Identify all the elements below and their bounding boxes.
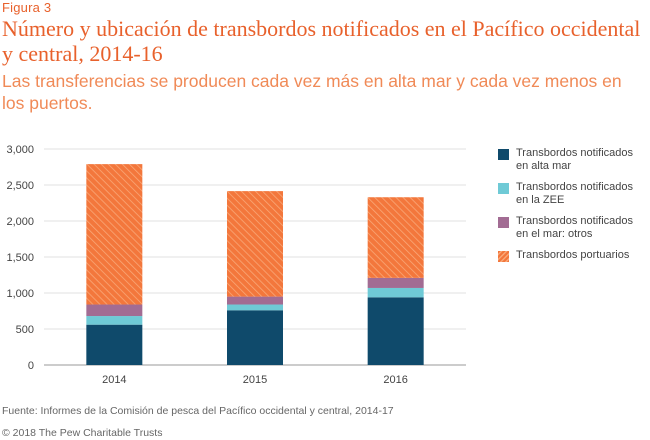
bar-segment-2015-1 (227, 304, 283, 311)
y-tick-label: 2,500 (6, 180, 34, 192)
bar-segment-2014-0 (86, 324, 143, 365)
figure-label: Figura 3 (2, 0, 52, 15)
legend-label-zee-line-2: en la ZEE (516, 194, 565, 206)
legend-label-alta-mar-line-1: Transbordos notificados (516, 147, 633, 159)
y-tick-label: 1,000 (6, 288, 34, 300)
legend-label-alta-mar: Transbordos notificados en alta mar (516, 147, 648, 173)
bar-segment-2016-3 (367, 197, 424, 278)
legend-label-alta-mar-line-2: en alta mar (516, 160, 572, 172)
y-tick-label: 0 (28, 360, 34, 372)
legend-item-portuarios: Transbordos portuarios (498, 249, 648, 262)
y-tick-label: 1,500 (6, 252, 34, 264)
legend-label-zee-line-1: Transbordos notificados (516, 181, 633, 193)
legend-swatch-portuarios (498, 251, 509, 262)
bar-segment-2014-1 (86, 316, 143, 325)
chart-title: Número y ubicación de transbordos notifi… (2, 16, 641, 66)
chart-subtitle: Las transferencias se producen cada vez … (2, 70, 650, 114)
legend-item-zee: Transbordos notificados en la ZEE (498, 181, 648, 207)
bar-segment-2015-3 (227, 191, 283, 297)
legend-label-portuarios-line-1: Transbordos portuarios (516, 249, 630, 261)
legend-label-mar-otros-line-2: en el mar: otros (516, 228, 593, 240)
copyright-note: © 2018 The Pew Charitable Trusts (2, 427, 163, 439)
source-note: Fuente: Informes de la Comisión de pesca… (2, 405, 394, 417)
legend: Transbordos notificados en alta mar Tran… (498, 147, 648, 270)
legend-label-mar-otros-line-1: Transbordos notificados (516, 215, 633, 227)
bar-segment-2016-1 (367, 287, 424, 298)
bar-segment-2016-2 (367, 277, 424, 288)
x-tick-label: 2016 (383, 374, 407, 386)
legend-label-portuarios: Transbordos portuarios (516, 249, 648, 262)
legend-label-zee: Transbordos notificados en la ZEE (516, 181, 648, 207)
bar-segment-2014-3 (86, 164, 143, 305)
y-tick-label: 3,000 (6, 144, 34, 156)
legend-swatch-mar-otros (498, 217, 509, 228)
bar-segment-2016-0 (367, 297, 424, 365)
legend-swatch-zee (498, 183, 509, 194)
bar-segment-2014-2 (86, 304, 143, 317)
x-tick-label: 2014 (102, 374, 126, 386)
legend-item-mar-otros: Transbordos notificados en el mar: otros (498, 215, 648, 241)
legend-item-alta-mar: Transbordos notificados en alta mar (498, 147, 648, 173)
x-tick-label: 2015 (243, 374, 267, 386)
subtitle-line-2: los puertos. (2, 93, 93, 113)
legend-swatch-alta-mar (498, 149, 509, 160)
bar-segment-2015-0 (227, 310, 283, 365)
legend-label-mar-otros: Transbordos notificados en el mar: otros (516, 215, 648, 241)
bar-segment-2015-2 (227, 296, 283, 305)
subtitle-line-1: Las transferencias se producen cada vez … (2, 71, 622, 91)
y-tick-label: 500 (16, 324, 34, 336)
y-tick-label: 2,000 (6, 216, 34, 228)
